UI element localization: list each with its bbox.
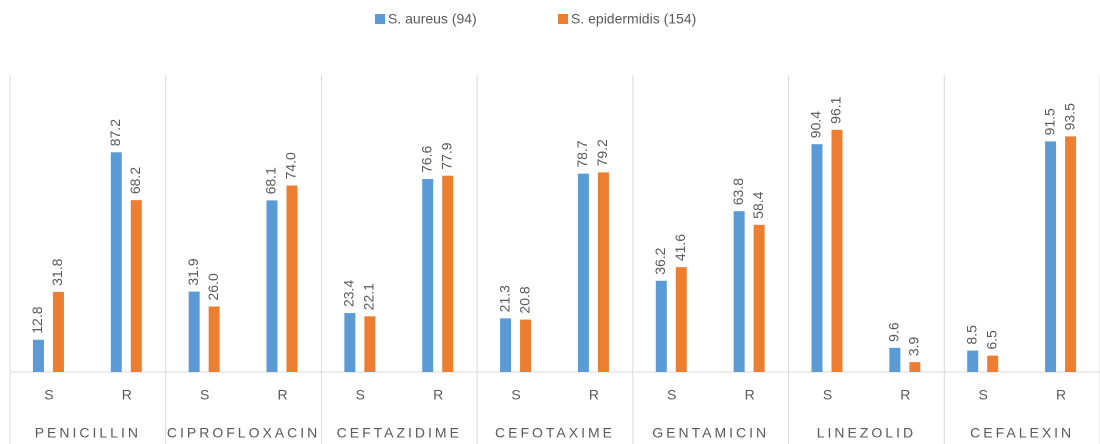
group-label: CEFTAZIDIME bbox=[337, 425, 462, 441]
x-tick-label: R bbox=[277, 387, 287, 403]
data-label: 8.5 bbox=[963, 325, 979, 345]
legend-swatch bbox=[558, 14, 568, 24]
bar bbox=[655, 280, 667, 372]
x-tick-label: R bbox=[122, 387, 132, 403]
x-tick-label: S bbox=[667, 387, 676, 403]
bar bbox=[520, 319, 532, 372]
legend-swatch bbox=[375, 14, 385, 24]
bar bbox=[344, 313, 356, 372]
data-label: 93.5 bbox=[1061, 103, 1077, 130]
bar bbox=[208, 306, 220, 372]
data-label: 3.9 bbox=[906, 336, 922, 356]
bar bbox=[500, 318, 512, 372]
bar bbox=[364, 316, 376, 372]
data-label: 12.8 bbox=[29, 306, 45, 333]
bar bbox=[52, 291, 64, 372]
data-label: 68.2 bbox=[127, 167, 143, 194]
bar bbox=[577, 173, 589, 372]
group-label: PENICILLIN bbox=[35, 425, 141, 441]
x-tick-label: S bbox=[44, 387, 53, 403]
group-label: CEFALEXIN bbox=[970, 425, 1074, 441]
bar bbox=[831, 129, 843, 372]
data-label: 77.9 bbox=[438, 142, 454, 169]
data-label: 36.2 bbox=[652, 247, 668, 274]
bar bbox=[286, 185, 298, 372]
data-label: 9.6 bbox=[886, 322, 902, 342]
bar bbox=[1065, 136, 1077, 372]
data-label: 96.1 bbox=[828, 96, 844, 123]
data-label: 63.8 bbox=[730, 178, 746, 205]
bar bbox=[967, 350, 979, 372]
data-label: 68.1 bbox=[263, 167, 279, 194]
legend-label: S. epidermidis (154) bbox=[571, 11, 696, 27]
data-label: 26.0 bbox=[205, 273, 221, 300]
data-label: 76.6 bbox=[418, 146, 434, 173]
bar bbox=[422, 178, 434, 372]
x-tick-label: S bbox=[200, 387, 209, 403]
bar bbox=[266, 200, 278, 372]
bar bbox=[909, 362, 921, 372]
x-tick-label: R bbox=[900, 387, 910, 403]
data-label: 41.6 bbox=[672, 234, 688, 261]
bar bbox=[110, 152, 122, 372]
x-tick-label: R bbox=[433, 387, 443, 403]
x-tick-label: S bbox=[511, 387, 520, 403]
x-tick-label: S bbox=[356, 387, 365, 403]
bar bbox=[188, 291, 200, 372]
data-label: 22.1 bbox=[361, 283, 377, 310]
data-label: 78.7 bbox=[574, 140, 590, 167]
bar bbox=[442, 175, 454, 372]
x-tick-label: R bbox=[1056, 387, 1066, 403]
data-label: 31.8 bbox=[49, 258, 65, 285]
data-label: 21.3 bbox=[496, 285, 512, 312]
data-label: 20.8 bbox=[516, 286, 532, 313]
data-label: 31.9 bbox=[185, 258, 201, 285]
x-tick-label: S bbox=[979, 387, 988, 403]
data-label: 23.4 bbox=[341, 280, 357, 307]
group-label: GENTAMICIN bbox=[652, 425, 769, 441]
x-tick-label: R bbox=[589, 387, 599, 403]
data-label: 90.4 bbox=[808, 111, 824, 138]
bar bbox=[987, 355, 999, 372]
data-label: 58.4 bbox=[750, 191, 766, 218]
x-tick-label: S bbox=[823, 387, 832, 403]
bar bbox=[811, 144, 823, 372]
bar bbox=[889, 347, 901, 372]
legend-label: S. aureus (94) bbox=[388, 11, 477, 27]
group-label: CEFOTAXIME bbox=[495, 425, 615, 441]
bar bbox=[597, 172, 609, 372]
bar bbox=[675, 267, 687, 372]
group-label: LINEZOLID bbox=[817, 425, 916, 441]
bar bbox=[753, 224, 765, 372]
data-label: 74.0 bbox=[283, 152, 299, 179]
x-tick-label: R bbox=[745, 387, 755, 403]
data-label: 6.5 bbox=[983, 330, 999, 350]
group-label: CIPROFLOXACIN bbox=[167, 425, 320, 441]
bar bbox=[1045, 141, 1057, 372]
data-label: 79.2 bbox=[594, 139, 610, 166]
data-label: 87.2 bbox=[107, 119, 123, 146]
bar bbox=[733, 211, 745, 372]
bar bbox=[130, 200, 142, 372]
data-label: 91.5 bbox=[1041, 108, 1057, 135]
bar bbox=[32, 339, 44, 372]
